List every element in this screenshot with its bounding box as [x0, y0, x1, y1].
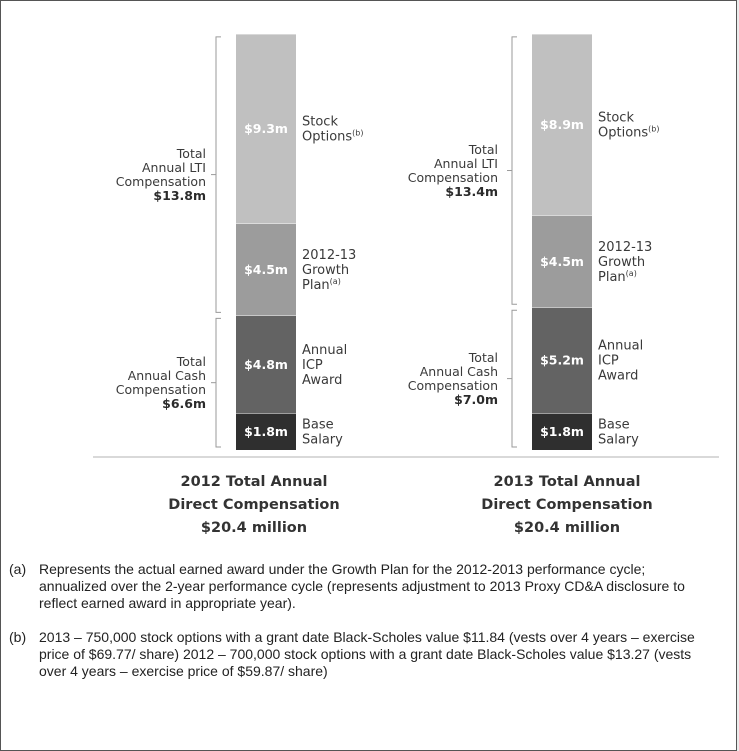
- category-line: Growth: [302, 263, 349, 278]
- segment-category-label: Base Salary: [302, 418, 343, 448]
- footnote-b: (b) 2013 – 750,000 stock options with a …: [9, 629, 714, 680]
- bar-segment: [532, 215, 592, 308]
- footnote-ref: (b): [352, 129, 363, 138]
- category-line: Salary: [302, 433, 343, 448]
- chart-title-line: Direct Compensation: [168, 497, 339, 513]
- segment-category-label: Stock Options(b): [598, 111, 660, 141]
- segment-category-label: Base Salary: [598, 418, 639, 448]
- category-line: ICP: [598, 354, 619, 369]
- footnote-ref: (b): [648, 125, 659, 134]
- group-bracket: [215, 317, 221, 448]
- category-line: Stock: [598, 111, 634, 126]
- group-label-line: Annual LTI: [434, 156, 498, 171]
- group-label-line: Compensation: [116, 174, 206, 189]
- group-label-line: Total: [176, 354, 206, 369]
- segment-value-label: $9.3m: [244, 121, 288, 136]
- category-line: Award: [598, 369, 638, 384]
- group-total: $7.0m: [454, 392, 498, 407]
- chart-title-line: Direct Compensation: [481, 497, 652, 513]
- category-line: 2012-13: [302, 248, 356, 263]
- footnotes: (a) Represents the actual earned award u…: [9, 561, 714, 697]
- chart-title: 2012 Total Annual Direct Compensation $20.…: [168, 474, 339, 536]
- chart-title-line: $20.4 million: [201, 520, 307, 536]
- stacked-bar-2013: $1.8m Base Salary $5.2m Annual ICP Award $4.5m 2…: [408, 33, 660, 536]
- group-total: $13.4m: [445, 184, 498, 199]
- footnote-mark: (b): [9, 629, 27, 645]
- footnote-ref: (a): [330, 277, 341, 286]
- segment-value-label: $5.2m: [540, 353, 584, 368]
- category-line: Plan: [302, 278, 330, 293]
- group-label: Total Annual LTI Compensation $13.4m: [408, 142, 498, 199]
- bar-segment: [532, 33, 592, 216]
- bar-segment: [236, 315, 296, 414]
- group-label-line: Compensation: [408, 170, 498, 185]
- category-line: Salary: [598, 433, 639, 448]
- group-label-line: Total: [468, 142, 498, 157]
- group-total: $13.8m: [153, 188, 206, 203]
- segment-value-label: $4.5m: [244, 262, 288, 277]
- category-line: Growth: [598, 255, 645, 270]
- segment-value-label: $8.9m: [540, 117, 584, 132]
- segment-value-label: $1.8m: [244, 424, 288, 439]
- category-line: Plan: [598, 270, 626, 285]
- group-bracket: [215, 36, 221, 313]
- group-bracket: [511, 36, 517, 305]
- group-label-line: Compensation: [116, 382, 206, 397]
- footnote-text: Represents the actual earned award under…: [39, 561, 685, 611]
- segment-category-label: Annual ICP Award: [302, 343, 347, 388]
- group-label-line: Compensation: [408, 378, 498, 393]
- category-line: Annual: [302, 343, 347, 358]
- segment-category-label: Annual ICP Award: [598, 339, 643, 384]
- segment-category-label: 2012-13 Growth Plan(a): [302, 248, 356, 293]
- category-line: Annual: [598, 339, 643, 354]
- category-line: ICP: [302, 358, 323, 373]
- group-label-line: Annual LTI: [142, 160, 206, 175]
- category-line: Stock: [302, 115, 338, 130]
- category-line: Base: [598, 418, 630, 433]
- footnote-text: 2013 – 750,000 stock options with a gran…: [39, 629, 695, 679]
- bar-segment: [236, 223, 296, 316]
- segment-category-label: 2012-13 Growth Plan(a): [598, 240, 652, 285]
- group-label: Total Annual Cash Compensation $6.6m: [116, 354, 206, 411]
- footnote-a: (a) Represents the actual earned award u…: [9, 561, 714, 612]
- bar-segment: [532, 307, 592, 414]
- segment-value-label: $4.8m: [244, 357, 288, 372]
- segment-value-label: $4.5m: [540, 254, 584, 269]
- group-label-line: Annual Cash: [420, 364, 498, 379]
- group-label-line: Annual Cash: [128, 368, 206, 383]
- group-label-line: Total: [468, 350, 498, 365]
- group-label: Total Annual Cash Compensation $7.0m: [408, 350, 498, 407]
- category-line: Options: [302, 130, 352, 145]
- bar-segment: [532, 413, 592, 450]
- footnote-ref: (a): [626, 269, 637, 278]
- category-line: Award: [302, 373, 342, 388]
- category-line: Base: [302, 418, 334, 433]
- chart-title-line: $20.4 million: [514, 520, 620, 536]
- footnote-mark: (a): [9, 561, 27, 577]
- group-total: $6.6m: [162, 396, 206, 411]
- chart-title: 2013 Total Annual Direct Compensation $20.…: [481, 474, 652, 536]
- category-line: 2012-13: [598, 240, 652, 255]
- group-label-line: Total: [176, 146, 206, 161]
- bar-segment: [236, 33, 296, 224]
- group-label: Total Annual LTI Compensation $13.8m: [116, 146, 206, 203]
- chart-title-line: 2012 Total Annual: [180, 474, 327, 490]
- bar-segment: [236, 413, 296, 450]
- stacked-bar-2012: $1.8m Base Salary $4.8m Annual ICP Award $4.5m 2…: [116, 33, 364, 536]
- group-bracket: [511, 309, 517, 448]
- chart-title-line: 2013 Total Annual: [493, 474, 640, 490]
- category-line: Options: [598, 126, 648, 141]
- segment-value-label: $1.8m: [540, 424, 584, 439]
- segment-category-label: Stock Options(b): [302, 115, 364, 145]
